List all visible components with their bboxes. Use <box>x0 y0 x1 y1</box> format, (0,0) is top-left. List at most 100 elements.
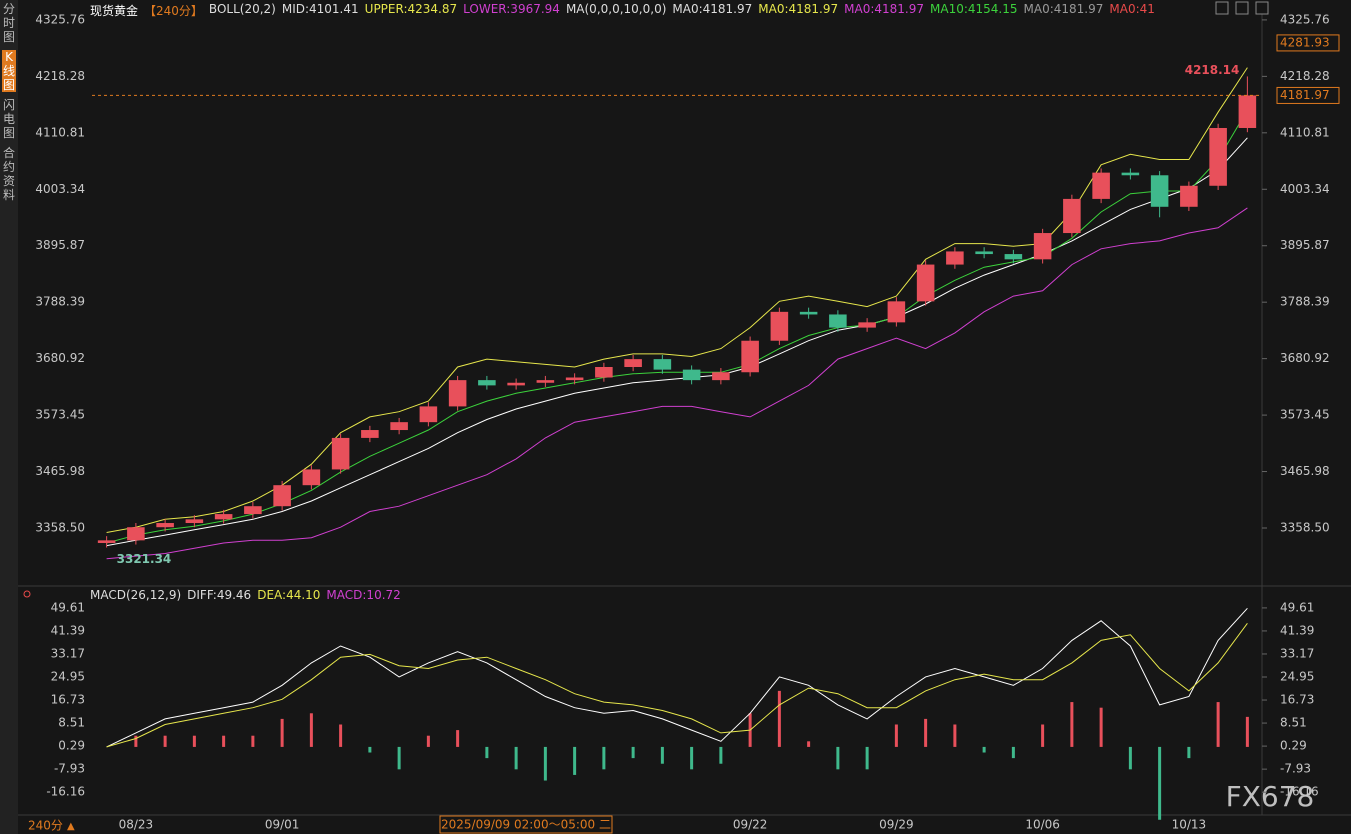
legend-item: DIFF:49.46 <box>187 588 252 602</box>
toolbar-icons[interactable] <box>1215 1 1269 15</box>
y-tick-label: 8.51 <box>1280 716 1307 730</box>
candle-body <box>1150 175 1169 207</box>
candle-body <box>302 469 321 486</box>
legend-item: MA(0,0,0,10,0,0) <box>565 2 667 16</box>
macd-bar <box>1245 716 1249 747</box>
tab[interactable]: K线图 <box>2 50 16 92</box>
candle-body <box>595 367 613 378</box>
legend-item: UPPER:4234.87 <box>364 2 458 16</box>
overlay-line <box>106 67 1248 533</box>
candle-body <box>1063 198 1081 234</box>
y-tick-label: 16.73 <box>1280 693 1314 707</box>
candle-body <box>536 380 555 383</box>
candle-body <box>1180 185 1198 207</box>
macd-bar <box>368 746 372 753</box>
cursor-tag <box>439 815 613 834</box>
cursor-label: 2025/09/09 02:00～05:00 二 <box>441 818 611 832</box>
macd-bar <box>660 746 664 764</box>
macd-bar <box>982 746 986 753</box>
y-tick-label: 24.95 <box>51 670 85 684</box>
candle-body <box>1004 254 1023 260</box>
macd-bar <box>1041 724 1045 747</box>
candle-body <box>273 485 291 507</box>
macd-bar <box>456 730 460 747</box>
macd-bar <box>1128 746 1132 770</box>
macd-bar <box>1011 746 1015 759</box>
candle-body <box>156 523 174 528</box>
legend-item: MA0:41 <box>1109 2 1155 16</box>
candle-body <box>887 301 906 323</box>
legend-item: MA0:4181.97 <box>758 2 839 16</box>
candle-body <box>1238 95 1257 128</box>
macd-bar <box>836 746 840 770</box>
macd-bar <box>280 718 284 747</box>
macd-bar <box>397 746 401 770</box>
y-tick-label: 49.61 <box>1280 600 1314 614</box>
candle-body <box>916 264 935 302</box>
y-tick-label: -16.16 <box>46 785 85 799</box>
diff-line <box>106 607 1248 748</box>
y-tick-label: 0.29 <box>58 739 85 753</box>
macd-bar <box>134 735 138 747</box>
macd-bar <box>163 735 167 747</box>
candle-body <box>1209 127 1227 186</box>
high-annotation: 4218.14 <box>1185 63 1240 77</box>
y-tick-label: 3465.98 <box>1280 464 1330 478</box>
tab[interactable]: 分时图 <box>2 2 15 44</box>
candle-body <box>1092 172 1110 199</box>
macd-bar <box>865 746 869 770</box>
tab[interactable]: 合约资料 <box>2 146 15 202</box>
candle-body <box>770 311 789 341</box>
y-tick-label: 3465.98 <box>35 464 85 478</box>
legend-item: MID:4101.41 <box>281 2 359 16</box>
period-button[interactable]: 240分 <box>28 819 63 833</box>
period: 【240分】 <box>144 4 203 18</box>
macd-bar <box>192 735 196 747</box>
tab[interactable]: 闪电图 <box>2 98 15 140</box>
macd-bar <box>807 741 811 747</box>
macd-bar <box>514 746 518 770</box>
macd-bar <box>339 724 343 747</box>
y-tick-label: 8.51 <box>58 716 85 730</box>
title: 现货黄金 <box>90 4 139 18</box>
macd-bar <box>309 713 313 747</box>
title: MACD(26,12,9) <box>90 588 182 602</box>
candle-body <box>478 380 496 386</box>
y-tick-label: 4110.81 <box>35 125 85 139</box>
macd-bar <box>1216 702 1220 747</box>
sidebar: 分时图 K线图 闪电图 合约资料 <box>0 0 18 834</box>
y-tick-label: 4218.28 <box>35 69 85 83</box>
macd-bar <box>924 718 928 747</box>
overlay-line <box>106 207 1248 560</box>
y-tick-label: 4325.76 <box>35 12 85 26</box>
y-tick-label: 3573.45 <box>35 408 85 422</box>
macd-bar <box>894 724 898 747</box>
y-tick-label: 4003.34 <box>35 182 85 196</box>
y-tick-label: 49.61 <box>51 600 85 614</box>
macd-bar <box>222 735 226 747</box>
y-tick-label: 0.29 <box>1280 739 1307 753</box>
macd-bar <box>485 746 489 759</box>
legend-item: MACD:10.72 <box>326 588 401 602</box>
candle-body <box>507 382 525 386</box>
y-tick-label: -7.93 <box>54 762 85 776</box>
x-tick-label: 10/06 <box>1025 818 1060 832</box>
macd-bar <box>1187 746 1191 759</box>
y-tick-label: -7.93 <box>1280 762 1311 776</box>
macd-header: MACD(26,12,9) DIFF:49.46 DEA:44.10 MACD:10… <box>90 588 401 602</box>
candle-body <box>361 430 379 438</box>
macd-settings[interactable] <box>23 590 31 598</box>
y-tick-label: 24.95 <box>1280 670 1314 684</box>
y-tick-label: 3680.92 <box>1280 351 1330 365</box>
candle-body <box>214 514 233 520</box>
y-tick-label: 4003.34 <box>1280 182 1330 196</box>
legend-item: MA0:4181.97 <box>672 2 753 16</box>
macd-bar <box>690 746 694 770</box>
last-price-box <box>1276 86 1340 104</box>
y-tick-label: 3358.50 <box>1280 521 1330 535</box>
period-arrow[interactable]: ▲ <box>67 821 75 832</box>
candle-body <box>975 251 993 255</box>
y-tick-label: 4218.28 <box>1280 69 1330 83</box>
candle-body <box>185 519 204 524</box>
